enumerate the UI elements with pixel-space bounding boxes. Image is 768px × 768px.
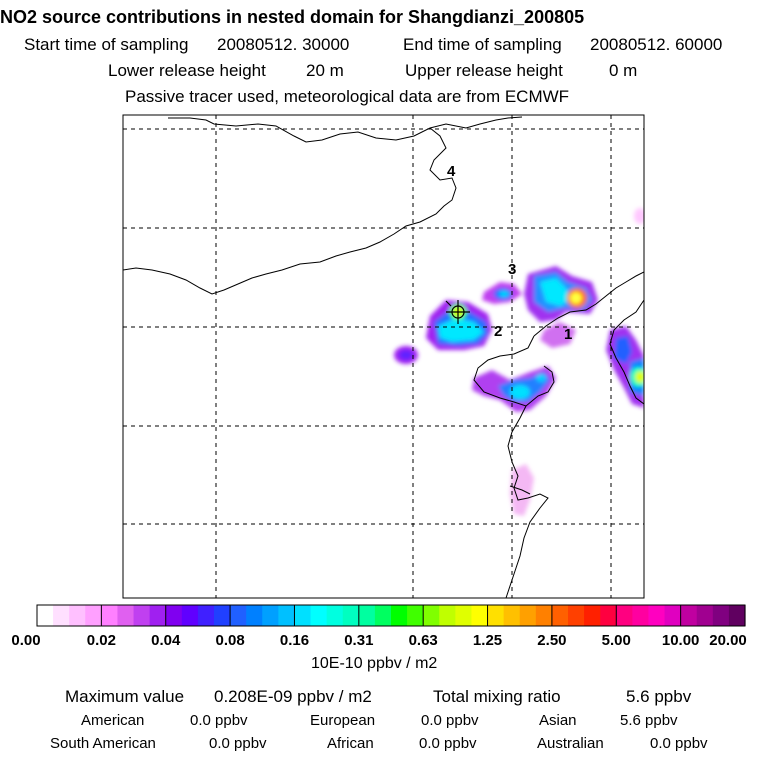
figure-title: NO2 source contributions in nested domai…: [0, 7, 585, 27]
colorbar-swatch: [358, 605, 376, 626]
colorbar-swatch: [391, 605, 408, 626]
total-mixing-value: 5.6 ppbv: [626, 687, 692, 706]
colorbar-swatch: [310, 605, 328, 626]
colorbar-swatch: [712, 605, 730, 626]
region-african-label: African: [327, 735, 374, 752]
colorbar-swatch: [278, 605, 296, 626]
colorbar-swatch: [326, 605, 344, 626]
region-south-american-label: South American: [50, 735, 156, 752]
colorbar-swatch: [584, 605, 601, 626]
colorbar-swatch: [407, 605, 424, 626]
contour-label-3: 3: [508, 261, 516, 278]
plume-layer: [394, 208, 644, 516]
colorbar-swatch: [69, 605, 86, 626]
colorbar-swatch: [648, 605, 666, 626]
colorbar-swatch: [616, 605, 633, 626]
colorbar-swatch: [535, 605, 553, 626]
start-time-value: 20080512. 30000: [217, 35, 350, 54]
colorbar-swatch: [551, 605, 569, 626]
region-american-value: 0.0 ppbv: [190, 712, 248, 729]
colorbar: [36, 604, 746, 627]
contour-label-2: 2: [494, 323, 502, 340]
colorbar-swatch: [487, 605, 505, 626]
colorbar-swatch: [165, 605, 183, 626]
upper-release-value: 0 m: [609, 61, 638, 80]
colorbar-swatch: [423, 605, 440, 626]
colorbar-tick-label: 5.00: [601, 632, 631, 649]
colorbar-swatch: [632, 605, 650, 626]
colorbar-tick-label: 1.25: [472, 632, 503, 649]
upper-release-label: Upper release height: [405, 61, 563, 80]
region-asian-value: 5.6 ppbv: [620, 712, 678, 729]
lower-release-label: Lower release height: [108, 61, 266, 80]
map-frame: [122, 114, 645, 599]
colorbar-swatch: [246, 605, 263, 626]
colorbar-swatch: [230, 605, 247, 626]
max-value-label: Maximum value: [65, 687, 185, 706]
max-value: 0.208E-09 ppbv / m2: [214, 687, 372, 706]
colorbar-tick-label: 0.04: [151, 632, 181, 649]
colorbar-tick-label: 2.50: [537, 632, 567, 649]
end-time-value: 20080512. 60000: [590, 35, 723, 54]
start-time-label: Start time of sampling: [24, 35, 189, 54]
colorbar-tick-label: 0.02: [86, 632, 116, 649]
colorbar-tick-label: 0.16: [279, 632, 310, 649]
colorbar-swatch: [342, 605, 360, 626]
colorbar-swatch: [455, 605, 473, 626]
colorbar-unit: 10E-10 ppbv / m2: [311, 655, 438, 672]
colorbar-tick-label: 20.00: [709, 632, 747, 649]
contour-label-4: 4: [447, 163, 456, 180]
colorbar-swatch: [262, 605, 279, 626]
colorbar-swatch: [149, 605, 167, 626]
lat-lon-grid: [123, 115, 644, 598]
colorbar-swatch: [117, 605, 135, 626]
colorbar-swatch: [85, 605, 102, 626]
region-asian-label: Asian: [539, 712, 577, 729]
colorbar-swatch: [519, 605, 537, 626]
colorbar-swatch: [101, 605, 119, 626]
region-european-value: 0.0 ppbv: [421, 712, 479, 729]
colorbar-swatch: [294, 605, 312, 626]
colorbar-swatch: [374, 605, 392, 626]
colorbar-tick-label: 0.00: [11, 632, 41, 649]
colorbar-swatch: [53, 605, 70, 626]
station-marker-icon: [445, 300, 470, 324]
colorbar-swatch: [133, 605, 151, 626]
colorbar-swatch: [214, 605, 231, 626]
region-african-value: 0.0 ppbv: [419, 735, 477, 752]
end-time-label: End time of sampling: [403, 35, 562, 54]
colorbar-swatch: [728, 605, 746, 626]
colorbar-swatch: [503, 605, 521, 626]
lower-release-value: 20 m: [306, 61, 344, 80]
colorbar-tick-label: 0.31: [344, 632, 374, 649]
region-european-label: European: [310, 712, 376, 729]
colorbar-swatch: [197, 605, 215, 626]
colorbar-swatch: [680, 605, 698, 626]
region-american-label: American: [81, 712, 145, 729]
colorbar-swatch: [664, 605, 682, 626]
colorbar-swatch: [600, 605, 617, 626]
colorbar-tick-label: 10.00: [661, 632, 700, 649]
colorbar-swatch: [181, 605, 199, 626]
colorbar-swatch: [568, 605, 585, 626]
colorbar-swatch: [439, 605, 456, 626]
tracer-note: Passive tracer used, meteorological data…: [125, 87, 570, 106]
colorbar-swatch: [37, 605, 54, 626]
colorbar-swatch: [696, 605, 714, 626]
colorbar-frame: [36, 604, 746, 627]
region-australian-label: Australian: [537, 735, 604, 752]
region-south-american-value: 0.0 ppbv: [209, 735, 267, 752]
coastline-borders: [123, 116, 644, 598]
contour-label-1: 1: [564, 326, 572, 343]
colorbar-tick-label: 0.08: [215, 632, 245, 649]
colorbar-tick-label: 0.63: [408, 632, 438, 649]
region-australian-value: 0.0 ppbv: [650, 735, 708, 752]
total-mixing-label: Total mixing ratio: [433, 687, 561, 706]
colorbar-swatch: [471, 605, 489, 626]
